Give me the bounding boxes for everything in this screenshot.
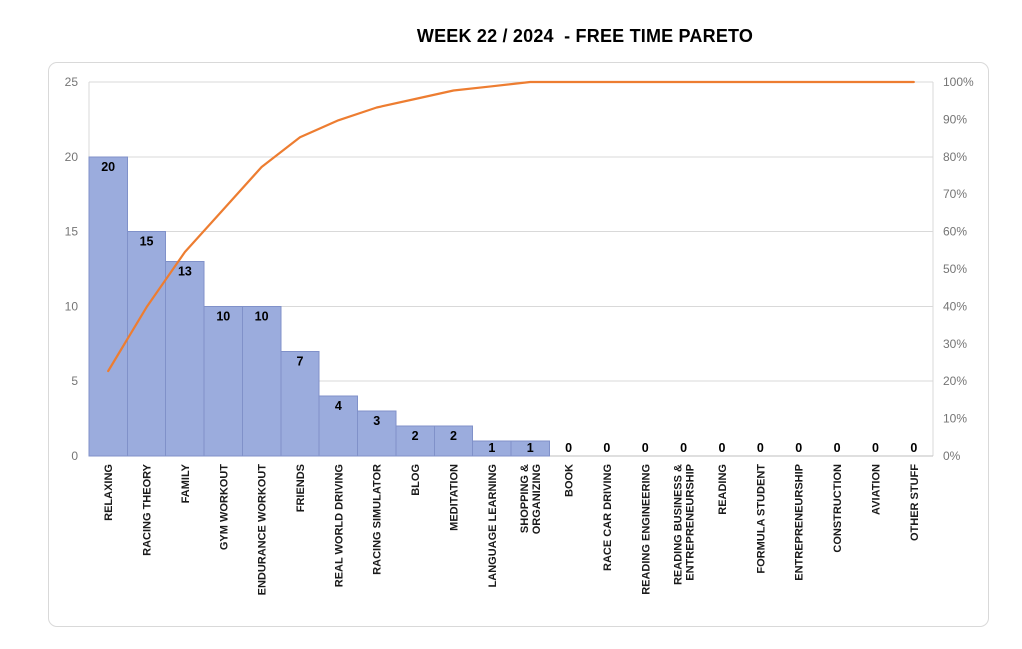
category-label: FAMILY: [180, 463, 192, 503]
category-label: MEDITATION: [449, 464, 461, 531]
category-label: LANGUAGE LEARNING: [487, 464, 499, 587]
bar: [280, 350, 320, 457]
right-axis-tick-label: 10%: [943, 412, 967, 426]
category-label: SHOPPING &ORGANIZING: [519, 464, 543, 534]
bar-value-label: 0: [834, 441, 841, 455]
bar-value-label: 2: [412, 429, 419, 443]
category-label: FRIENDS: [295, 464, 307, 512]
category-label: FORMULA STUDENT: [755, 464, 767, 574]
bar: [88, 156, 128, 457]
category-label: BOOK: [564, 464, 576, 497]
right-axis-tick-label: 100%: [943, 75, 974, 89]
left-axis-tick-label: 0: [71, 449, 78, 463]
bar-value-label: 0: [872, 441, 879, 455]
category-label: READING ENGINEERING: [640, 464, 652, 595]
category-label: ENDURANCE WORKOUT: [257, 464, 269, 596]
bar-value-label: 4: [335, 399, 342, 413]
bar-value-label: 10: [255, 309, 269, 323]
category-label: ENTREPRENEURSHIP: [794, 464, 806, 581]
category-label: OTHER STUFF: [909, 464, 921, 541]
bar-value-label: 0: [642, 441, 649, 455]
category-label: RELAXING: [103, 464, 115, 521]
bar: [510, 440, 550, 457]
category-label: BLOG: [410, 464, 422, 496]
bar-value-label: 0: [910, 441, 917, 455]
category-label: CONSTRUCTION: [832, 464, 844, 553]
bar-value-label: 0: [719, 441, 726, 455]
right-axis-tick-label: 80%: [943, 150, 967, 164]
bar: [126, 231, 167, 457]
category-label: RACING THEORY: [142, 463, 154, 556]
right-axis-tick-label: 50%: [943, 262, 967, 276]
category-label: RACING SIMULATOR: [372, 464, 384, 575]
bar-value-label: 0: [795, 441, 802, 455]
left-axis-tick-label: 5: [71, 374, 78, 388]
category-label: GYM WORKOUT: [218, 464, 230, 550]
bar-value-label: 0: [757, 441, 764, 455]
right-axis-tick-label: 70%: [943, 187, 967, 201]
bar-value-label: 0: [565, 441, 572, 455]
category-label: READING: [717, 464, 729, 515]
bar: [203, 305, 243, 457]
right-axis-tick-label: 40%: [943, 299, 967, 313]
chart-area: 20 15 13 10 10 7 4 3 2 2 1 1 0 0 0 0 0 0 0 0 0 0 0 5 10 15 20 25 0% 1…: [48, 62, 989, 627]
category-label: REAL WORLD DRIVING: [333, 464, 345, 587]
bar-value-label: 10: [216, 309, 230, 323]
bar-value-label: 1: [527, 441, 534, 455]
bar: [165, 261, 205, 457]
left-axis-tick-label: 20: [65, 150, 79, 164]
cumulative-line: [107, 80, 915, 373]
left-axis-tick-label: 15: [65, 225, 79, 239]
right-axis-tick-label: 30%: [943, 337, 967, 351]
bar-value-label: 1: [488, 441, 495, 455]
bar-value-label: 13: [178, 265, 192, 279]
category-label: READING BUSINESS &ENTREPRENEURSHIP: [673, 464, 697, 585]
bar-value-label: 20: [101, 160, 115, 174]
right-axis-tick-label: 90%: [943, 112, 967, 126]
right-axis-tick-label: 60%: [943, 225, 967, 239]
category-label: RACE CAR DRIVING: [602, 464, 614, 571]
bar-value-label: 0: [603, 441, 610, 455]
right-axis-tick-label: 20%: [943, 374, 967, 388]
chart-title: WEEK 22 / 2024 - FREE TIME PARETO: [416, 26, 754, 46]
bar: [241, 305, 282, 457]
bar-value-label: 2: [450, 429, 457, 443]
bar: [318, 395, 359, 457]
left-axis-tick-label: 10: [65, 299, 79, 313]
bar-value-label: 15: [140, 235, 154, 249]
category-label: AVIATION: [871, 464, 883, 515]
bar-value-label: 7: [297, 354, 304, 368]
bar-value-label: 3: [373, 414, 380, 428]
bar-value-label: 0: [680, 441, 687, 455]
right-axis-tick-label: 0%: [943, 449, 961, 463]
left-axis-tick-label: 25: [65, 75, 79, 89]
